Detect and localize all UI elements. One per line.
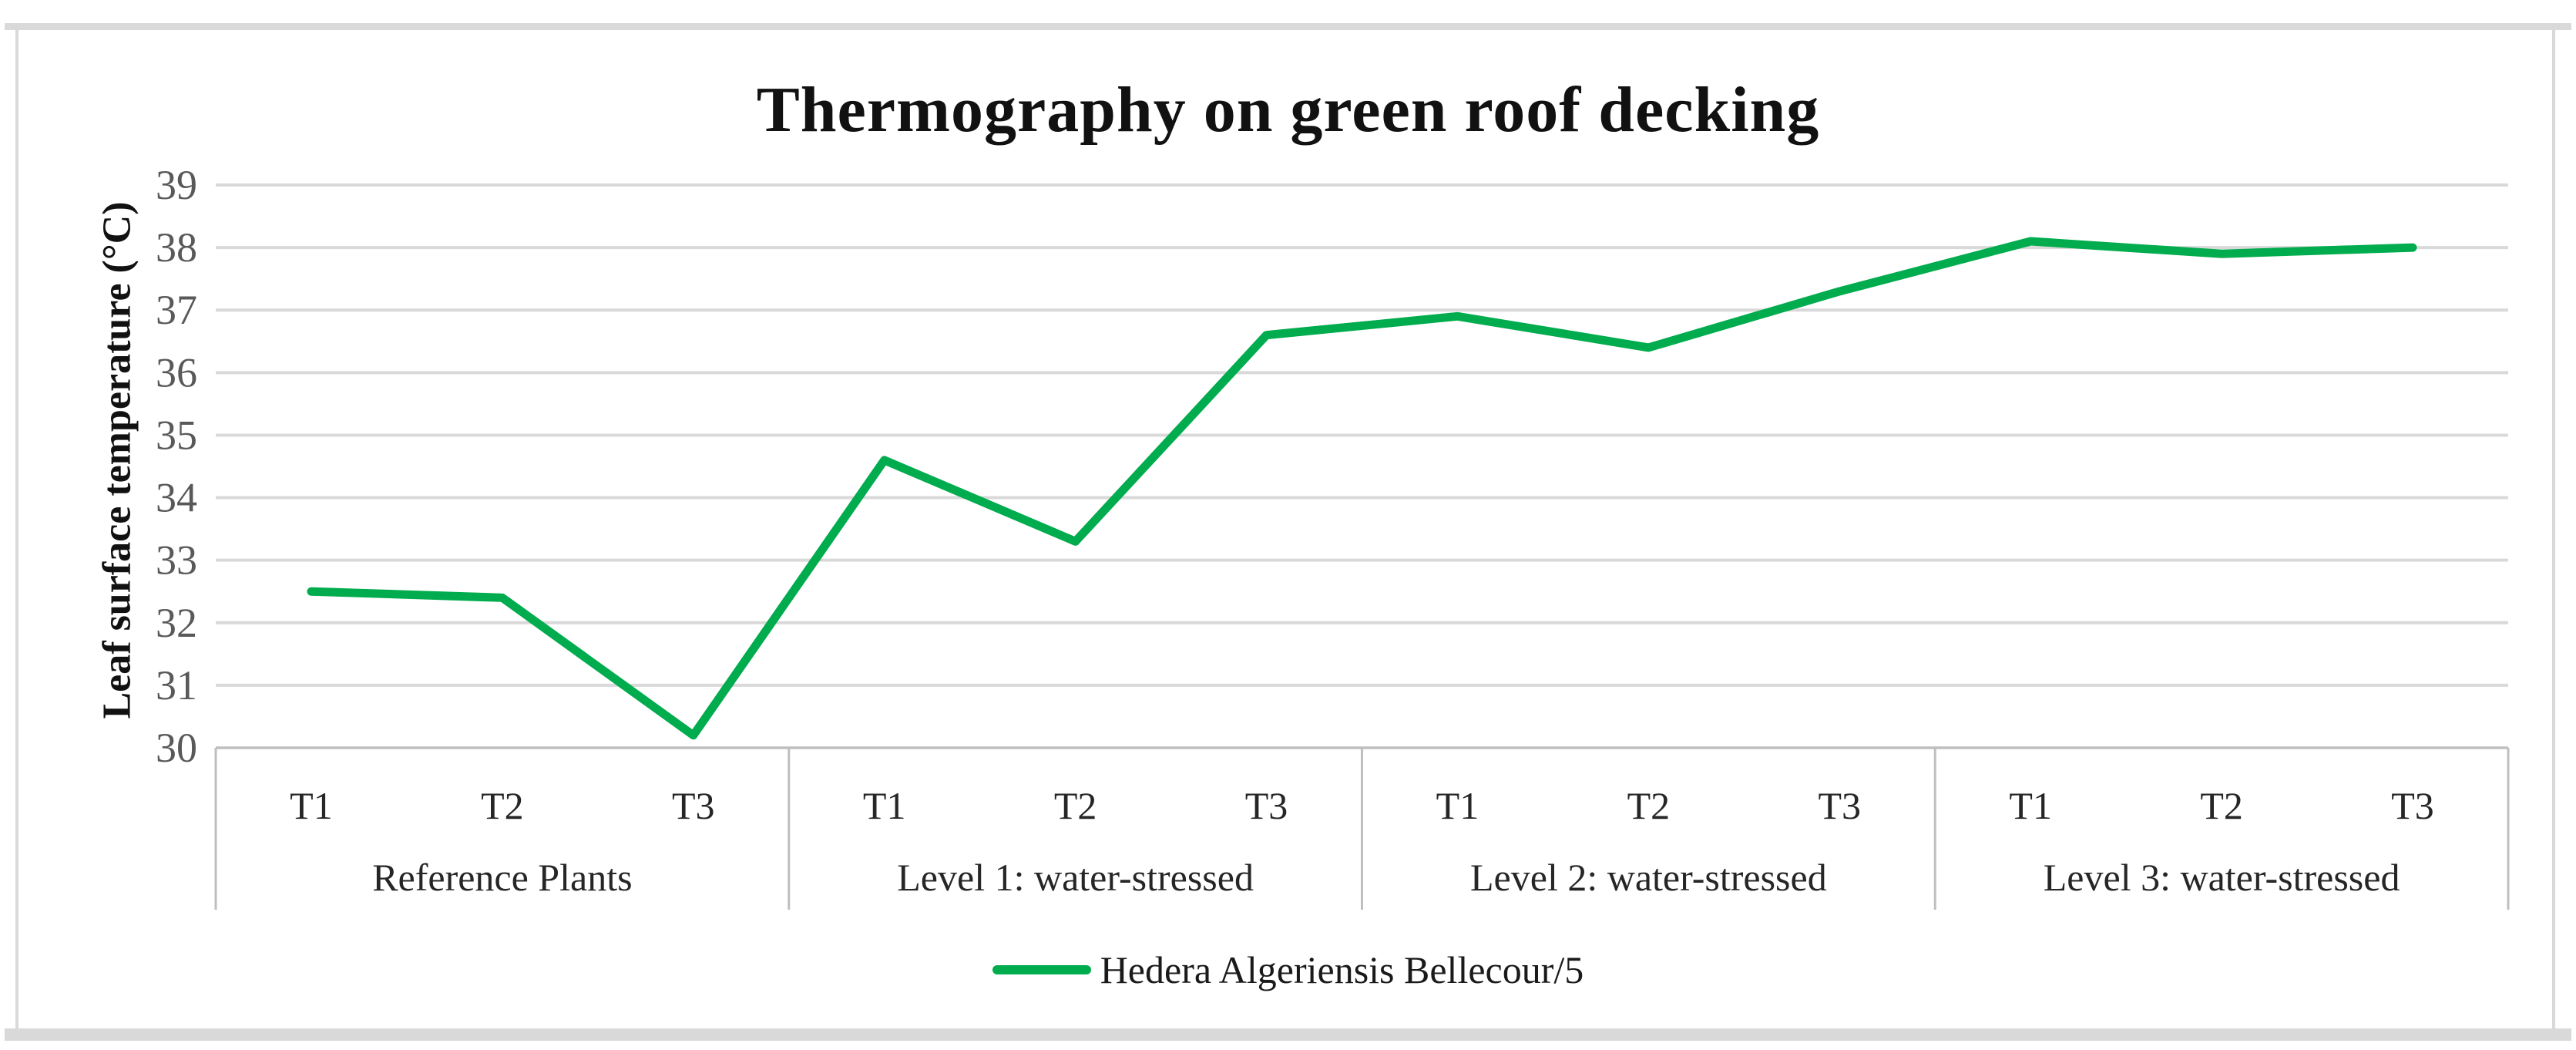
y-tick-label: 37 bbox=[156, 287, 197, 333]
y-tick-label: 33 bbox=[156, 537, 197, 584]
chart-frame-right bbox=[2552, 30, 2555, 1028]
category-tick-label: T3 bbox=[1819, 784, 1862, 827]
y-tick-label: 39 bbox=[156, 162, 197, 208]
category-tick-label: T1 bbox=[290, 784, 333, 827]
category-tick-label: T1 bbox=[863, 784, 906, 827]
series-line-hedera bbox=[307, 237, 2417, 740]
category-tick-label: T3 bbox=[1245, 784, 1288, 827]
chart-frame-bottom bbox=[5, 1028, 2571, 1041]
y-tick-label: 31 bbox=[156, 662, 197, 708]
category-group-label: Level 1: water-stressed bbox=[897, 856, 1254, 899]
category-tick-label: T2 bbox=[481, 784, 524, 827]
category-group-label: Level 3: water-stressed bbox=[2044, 856, 2400, 899]
category-tick-label: T2 bbox=[1054, 784, 1097, 827]
legend: Hedera Algeriensis Bellecour/5 bbox=[0, 945, 2576, 994]
category-tick-label: T3 bbox=[672, 784, 715, 827]
y-tick-label: 32 bbox=[156, 600, 197, 646]
category-group-label: Level 2: water-stressed bbox=[1470, 856, 1827, 899]
category-tick-label: T2 bbox=[1627, 784, 1671, 827]
legend-label: Hedera Algeriensis Bellecour/5 bbox=[1100, 948, 1584, 991]
category-tick-label: T1 bbox=[2009, 784, 2052, 827]
legend-line-swatch bbox=[992, 965, 1091, 974]
y-tick-label: 34 bbox=[156, 475, 197, 521]
y-tick-label: 35 bbox=[156, 412, 197, 458]
category-tick-label: T2 bbox=[2200, 784, 2243, 827]
y-tick-label: 36 bbox=[156, 349, 197, 395]
category-tick-label: T1 bbox=[1436, 784, 1479, 827]
chart-title: Thermography on green roof decking bbox=[756, 74, 1820, 146]
category-group-label: Reference Plants bbox=[372, 856, 632, 899]
chart-frame-left bbox=[15, 30, 18, 1028]
chart-frame-top bbox=[5, 23, 2571, 30]
y-tick-label: 38 bbox=[156, 224, 197, 271]
y-tick-label: 30 bbox=[156, 725, 197, 771]
category-tick-label: T3 bbox=[2391, 784, 2434, 827]
